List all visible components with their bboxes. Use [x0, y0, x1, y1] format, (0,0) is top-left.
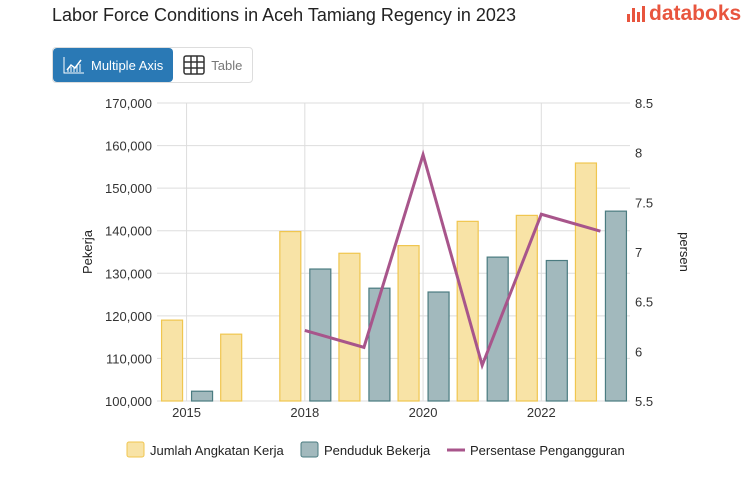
- legend-swatch: [300, 441, 319, 458]
- y2-tick-label: 6: [635, 344, 642, 359]
- bar-angkatan-kerja: [160, 319, 184, 402]
- x-tick-label: 2020: [409, 405, 438, 420]
- x-tick-label: 2018: [290, 405, 319, 420]
- y2-tick-label: 7.5: [635, 195, 653, 210]
- bar-angkatan-kerja: [515, 214, 538, 402]
- tab-label: Table: [211, 57, 243, 73]
- y2-tick-label: 8.5: [635, 96, 653, 111]
- y-tick-label: 170,000: [105, 96, 152, 111]
- y-tick-label: 140,000: [105, 224, 152, 239]
- bar-penduduk-bekerja: [309, 268, 332, 402]
- bar-penduduk-bekerja: [545, 259, 568, 402]
- logo-icon: [627, 6, 645, 22]
- y-tick-label: 110,000: [106, 351, 152, 366]
- bar-angkatan-kerja: [397, 245, 420, 402]
- legend-swatch: [126, 441, 145, 458]
- legend-label: Jumlah Angkatan Kerja: [150, 443, 284, 458]
- view-tabs: Multiple Axis Table: [52, 47, 254, 83]
- line-persentase-pengangguran: [304, 149, 601, 370]
- bar-angkatan-kerja: [338, 252, 361, 402]
- y-tick-label: 100,000: [105, 394, 152, 409]
- bar-angkatan-kerja: [279, 230, 302, 402]
- y-tick-label: 160,000: [105, 139, 152, 154]
- legend-label: Persentase Pengangguran: [470, 443, 625, 458]
- tab-table[interactable]: Table: [173, 48, 252, 82]
- bar-penduduk-bekerja: [190, 390, 214, 402]
- bar-penduduk-bekerja: [427, 291, 450, 402]
- y-tick-label: 130,000: [105, 266, 152, 281]
- databoks-logo: databoks: [627, 2, 741, 26]
- bar-penduduk-bekerja: [486, 256, 509, 402]
- x-tick-label: 2015: [172, 405, 201, 420]
- logo-text: databoks: [649, 2, 742, 25]
- table-icon: [183, 55, 205, 75]
- bar-penduduk-bekerja: [604, 210, 628, 402]
- tab-label: Multiple Axis: [91, 57, 164, 73]
- tab-multiple-axis[interactable]: Multiple Axis: [53, 48, 174, 82]
- x-tick-label: 2022: [527, 405, 556, 420]
- chart-icon: [63, 57, 84, 74]
- bar-penduduk-bekerja: [368, 287, 391, 402]
- y2-tick-label: 5.5: [635, 394, 653, 409]
- legend-label: Penduduk Bekerja: [324, 443, 431, 458]
- y2-tick-label: 7: [635, 245, 642, 260]
- y2-tick-label: 8: [635, 146, 642, 161]
- y-axis-label: Pekerja: [80, 229, 95, 274]
- bar-angkatan-kerja: [456, 220, 479, 402]
- y2-axis-label: persen: [677, 232, 692, 272]
- y-tick-label: 150,000: [105, 181, 152, 196]
- bar-angkatan-kerja: [574, 162, 598, 402]
- bar-angkatan-kerja: [220, 333, 243, 402]
- chart-title: Labor Force Conditions in Aceh Tamiang R…: [52, 5, 516, 25]
- y2-tick-label: 6.5: [635, 295, 653, 310]
- y-tick-label: 120,000: [105, 309, 152, 324]
